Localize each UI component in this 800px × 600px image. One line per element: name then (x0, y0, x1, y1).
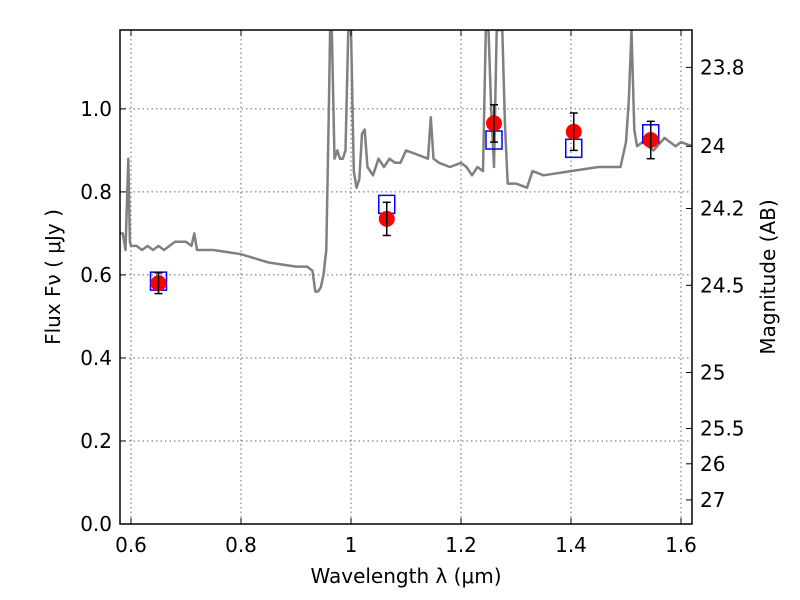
x-tick-label: 1.6 (665, 533, 697, 557)
points-layer (149, 103, 660, 295)
x-tick-label: 0.6 (115, 533, 147, 557)
y2-tick-label: 24 (700, 134, 725, 158)
y2-tick-label: 23.8 (700, 55, 745, 79)
y2-tick-label: 25 (700, 360, 725, 384)
x-tick-label: 1.2 (445, 533, 477, 557)
spectrum-layer (120, 30, 692, 293)
y-tick-label: 0.6 (80, 263, 112, 287)
y-tick-label: 0.4 (80, 346, 112, 370)
x-tick-label: 1 (345, 533, 358, 557)
grid-layer (120, 30, 692, 525)
y-tick-label: 1.0 (80, 97, 112, 121)
model-spectrum-line (120, 30, 692, 293)
y2-tick-label: 25.5 (700, 417, 745, 441)
y-tick-label: 0.8 (80, 180, 112, 204)
y2-tick-label: 24.2 (700, 197, 745, 221)
x-tick-label: 1.4 (555, 533, 587, 557)
y2-tick-label: 24.5 (700, 273, 745, 297)
y2-axis-label: Magnitude (AB) (756, 199, 780, 354)
plot-frame (119, 29, 693, 525)
x-axis-label: Wavelength λ (μm) (310, 564, 501, 588)
y2-tick-label: 26 (700, 452, 725, 476)
ticks-layer: 0.6 0.8 1 1.2 1.4 1.6 0.0 0.2 0.4 0.6 0.8 1.0 23.8 24… (80, 30, 745, 557)
y2-tick-label: 27 (700, 488, 725, 512)
x-tick-label: 0.8 (225, 533, 257, 557)
y-tick-label: 0.2 (80, 429, 112, 453)
y-axis-label: Flux Fν ( μJy ) (41, 209, 65, 345)
y-tick-label: 0.0 (80, 512, 112, 536)
